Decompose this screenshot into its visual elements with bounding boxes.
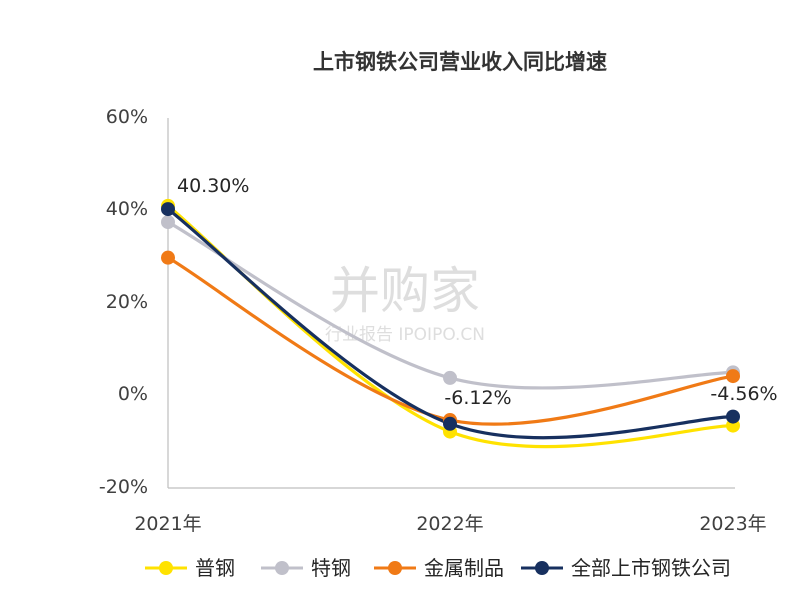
data-point [443, 370, 457, 385]
x-tick-label: 2021年 [134, 513, 201, 535]
data-point [161, 202, 175, 217]
y-tick-label: 40% [106, 198, 148, 220]
data-point [161, 215, 175, 230]
legend-label: 金属制品 [424, 556, 504, 580]
data-label: -6.12% [444, 387, 511, 409]
y-tick-label: 20% [106, 291, 148, 313]
legend-label: 普钢 [195, 556, 235, 580]
watermark-main: 并购家 [330, 262, 480, 320]
x-tick-label: 2022年 [416, 513, 483, 535]
data-point [443, 416, 457, 431]
data-point [726, 409, 740, 424]
y-tick-label: 60% [106, 106, 148, 128]
legend-label: 特钢 [311, 556, 351, 580]
data-label: 40.30% [177, 175, 249, 197]
watermark: 并购家 行业报告 IPOIPO.CN [325, 262, 485, 345]
y-tick-label: -20% [99, 476, 148, 498]
series-layer [161, 198, 740, 449]
watermark-sub: 行业报告 IPOIPO.CN [325, 325, 485, 345]
legend-item[interactable]: 金属制品 [374, 556, 504, 580]
legend-marker [388, 561, 402, 575]
data-point [726, 369, 740, 384]
y-tick-label: 0% [118, 383, 148, 405]
chart-title: 上市钢铁公司营业收入同比增速 [313, 50, 607, 74]
legend-item[interactable]: 特钢 [261, 556, 351, 580]
legend-marker [535, 561, 549, 575]
x-tick-label: 2023年 [699, 513, 766, 535]
legend-marker [159, 561, 173, 575]
legend-marker [275, 561, 289, 575]
data-point [161, 250, 175, 265]
legend: 普钢 特钢 金属制品 全部上市钢铁公司 [145, 556, 731, 580]
legend-item[interactable]: 全部上市钢铁公司 [521, 556, 731, 580]
legend-item[interactable]: 普钢 [145, 556, 235, 580]
data-label: -4.56% [710, 383, 777, 405]
legend-label: 全部上市钢铁公司 [571, 556, 731, 580]
